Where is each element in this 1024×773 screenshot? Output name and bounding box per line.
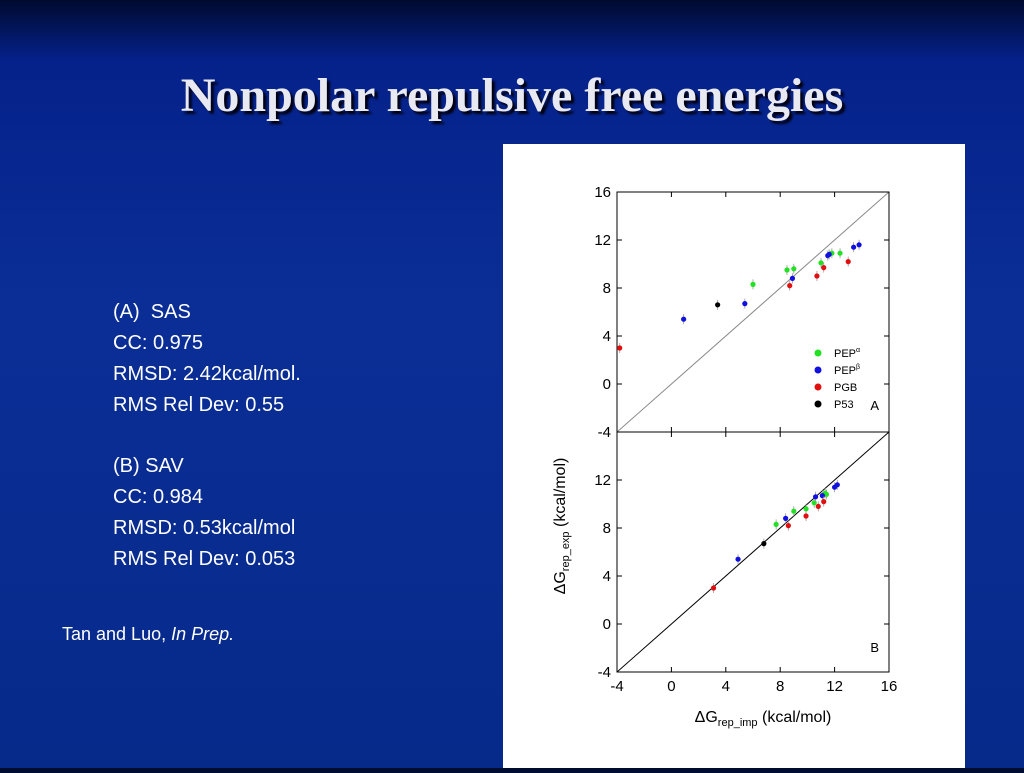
panel-b: -4 0 4 8 12 -4 0 4 8 12 16 B <box>594 431 898 695</box>
panel-label: A <box>870 398 879 413</box>
stats-b-rel: RMS Rel Dev: 0.053 <box>113 548 296 570</box>
y-tick-label: 12 <box>594 472 611 489</box>
data-point <box>750 281 756 287</box>
data-point <box>826 251 832 257</box>
data-point <box>783 515 789 521</box>
y-tick-label: -4 <box>598 664 611 681</box>
legend-label: PGB <box>834 382 857 394</box>
y-tick-label: 16 <box>594 184 611 201</box>
stats-a-header: (A) SAS <box>113 297 301 328</box>
y-tick-label: 4 <box>603 328 611 345</box>
legend-marker <box>814 349 822 357</box>
legend-marker <box>814 366 822 374</box>
stats-a-label: (A) <box>113 301 140 323</box>
data-point <box>735 556 741 562</box>
x-tick-label: 4 <box>722 678 730 695</box>
data-point <box>791 508 797 514</box>
data-point <box>791 266 797 272</box>
stats-a-cc: CC: 0.975 <box>113 332 204 354</box>
x-tick-label: 8 <box>776 678 784 695</box>
legend-entry: PEPα <box>834 347 860 360</box>
data-point <box>803 513 809 519</box>
legend-entry: PGB <box>834 382 857 394</box>
data-point <box>789 275 796 281</box>
data-point <box>821 499 827 505</box>
slide-title: Nonpolar repulsive free energies <box>180 69 844 122</box>
y-tick-label: 4 <box>603 568 611 585</box>
stats-b-rmsd: RMSD: 0.53kcal/mol <box>113 517 296 539</box>
stats-block: (A) SAS CC: 0.975 RMSD: 2.42kcal/mol. RM… <box>113 297 301 575</box>
x-tick-label: 16 <box>881 678 898 695</box>
data-point <box>819 493 825 499</box>
stats-a-rmsd: RMSD: 2.42kcal/mol. <box>113 363 301 385</box>
identity-line <box>617 192 889 432</box>
legend-entry: P53 <box>834 399 854 411</box>
x-axis-label-sub: rep_imp <box>718 717 758 729</box>
x-axis-label: ΔGrep_imp (kcal/mol) <box>695 709 832 729</box>
data-point <box>742 301 748 307</box>
figure-panel: -4 0 4 8 12 16 A -4 0 4 8 12 -4 0 4 8 12 16 B PEPα PEPβ PGB… <box>503 144 965 768</box>
y-tick-label: 0 <box>603 376 611 393</box>
stats-a-rel: RMS Rel Dev: 0.55 <box>113 394 285 416</box>
y-axis-label-unit: (kcal/mol) <box>552 458 569 532</box>
panel-label: B <box>870 640 879 655</box>
data-point <box>803 506 809 512</box>
y-axis-label-main: ΔG <box>552 571 569 594</box>
data-point <box>785 523 791 529</box>
legend-sup: β <box>856 364 860 371</box>
legend-marker <box>814 400 822 408</box>
data-point <box>784 267 790 273</box>
citation: Tan and Luo, In Prep. <box>62 624 234 645</box>
data-point <box>814 273 820 279</box>
data-point <box>818 260 824 266</box>
y-tick-label: 8 <box>603 520 611 537</box>
y-tick-label: 8 <box>603 280 611 297</box>
x-axis-label-unit: (kcal/mol) <box>758 709 832 726</box>
data-point <box>851 244 857 250</box>
data-point <box>715 302 721 308</box>
data-point <box>773 521 779 527</box>
data-point <box>815 503 821 509</box>
citation-status: In Prep. <box>171 624 235 644</box>
data-point <box>812 494 819 500</box>
data-point <box>811 500 817 506</box>
x-axis-label-main: ΔG <box>695 709 718 726</box>
legend-marker <box>814 383 822 391</box>
stats-a-method: SAS <box>150 301 191 323</box>
legend-label: P53 <box>834 399 854 411</box>
data-point <box>681 316 687 322</box>
stats-b-header: (B) SAV <box>113 455 184 477</box>
data-point <box>837 250 843 256</box>
stats-b-cc: CC: 0.984 <box>113 486 204 508</box>
legend-label: PEP <box>834 348 856 360</box>
data-point <box>856 242 862 248</box>
y-tick-label: 0 <box>603 616 611 633</box>
y-axis-label: ΔGrep_exp (kcal/mol) <box>552 458 572 595</box>
data-point <box>761 541 767 547</box>
x-tick-label: 12 <box>826 678 843 695</box>
legend-label: PEP <box>834 365 856 377</box>
legend-entry: PEPβ <box>834 364 860 377</box>
data-point <box>617 345 623 351</box>
x-tick-label: 0 <box>667 678 675 695</box>
data-point <box>834 482 840 488</box>
data-point <box>845 259 851 265</box>
data-point <box>710 585 717 591</box>
plot-frame <box>616 431 890 673</box>
legend-sup: α <box>856 347 860 354</box>
x-tick-label: -4 <box>610 678 623 695</box>
data-point <box>821 265 827 271</box>
y-axis-label-sub: rep_exp <box>560 531 572 571</box>
data-point <box>787 283 793 289</box>
y-tick-label: 12 <box>594 232 611 249</box>
identity-line <box>617 432 889 672</box>
citation-authors: Tan and Luo, <box>62 624 172 644</box>
y-tick-label: -4 <box>598 424 611 441</box>
